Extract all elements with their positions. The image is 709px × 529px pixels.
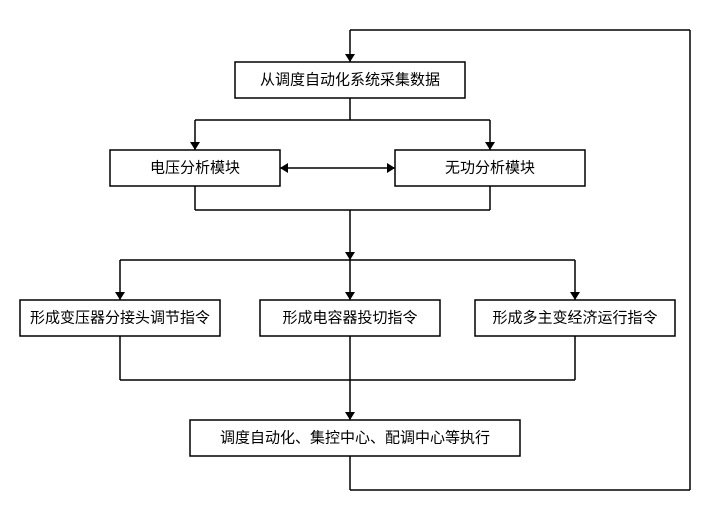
node-n5: 形成电容器投切指令 — [260, 300, 440, 336]
node-n3: 无功分析模块 — [395, 150, 585, 186]
node-n6: 形成多主变经济运行指令 — [475, 300, 675, 336]
node-label: 电压分析模块 — [150, 159, 240, 176]
node-label: 从调度自动化系统采集数据 — [260, 71, 440, 88]
node-label: 形成多主变经济运行指令 — [492, 309, 657, 326]
node-n4: 形成变压器分接头调节指令 — [20, 300, 220, 336]
node-label: 调度自动化、集控中心、配调中心等执行 — [220, 428, 490, 446]
node-n1: 从调度自动化系统采集数据 — [235, 62, 465, 98]
node-label: 无功分析模块 — [445, 159, 535, 176]
node-n2: 电压分析模块 — [110, 150, 280, 186]
node-label: 形成电容器投切指令 — [282, 309, 417, 326]
node-label: 形成变压器分接头调节指令 — [30, 309, 210, 326]
node-n7: 调度自动化、集控中心、配调中心等执行 — [190, 420, 520, 456]
